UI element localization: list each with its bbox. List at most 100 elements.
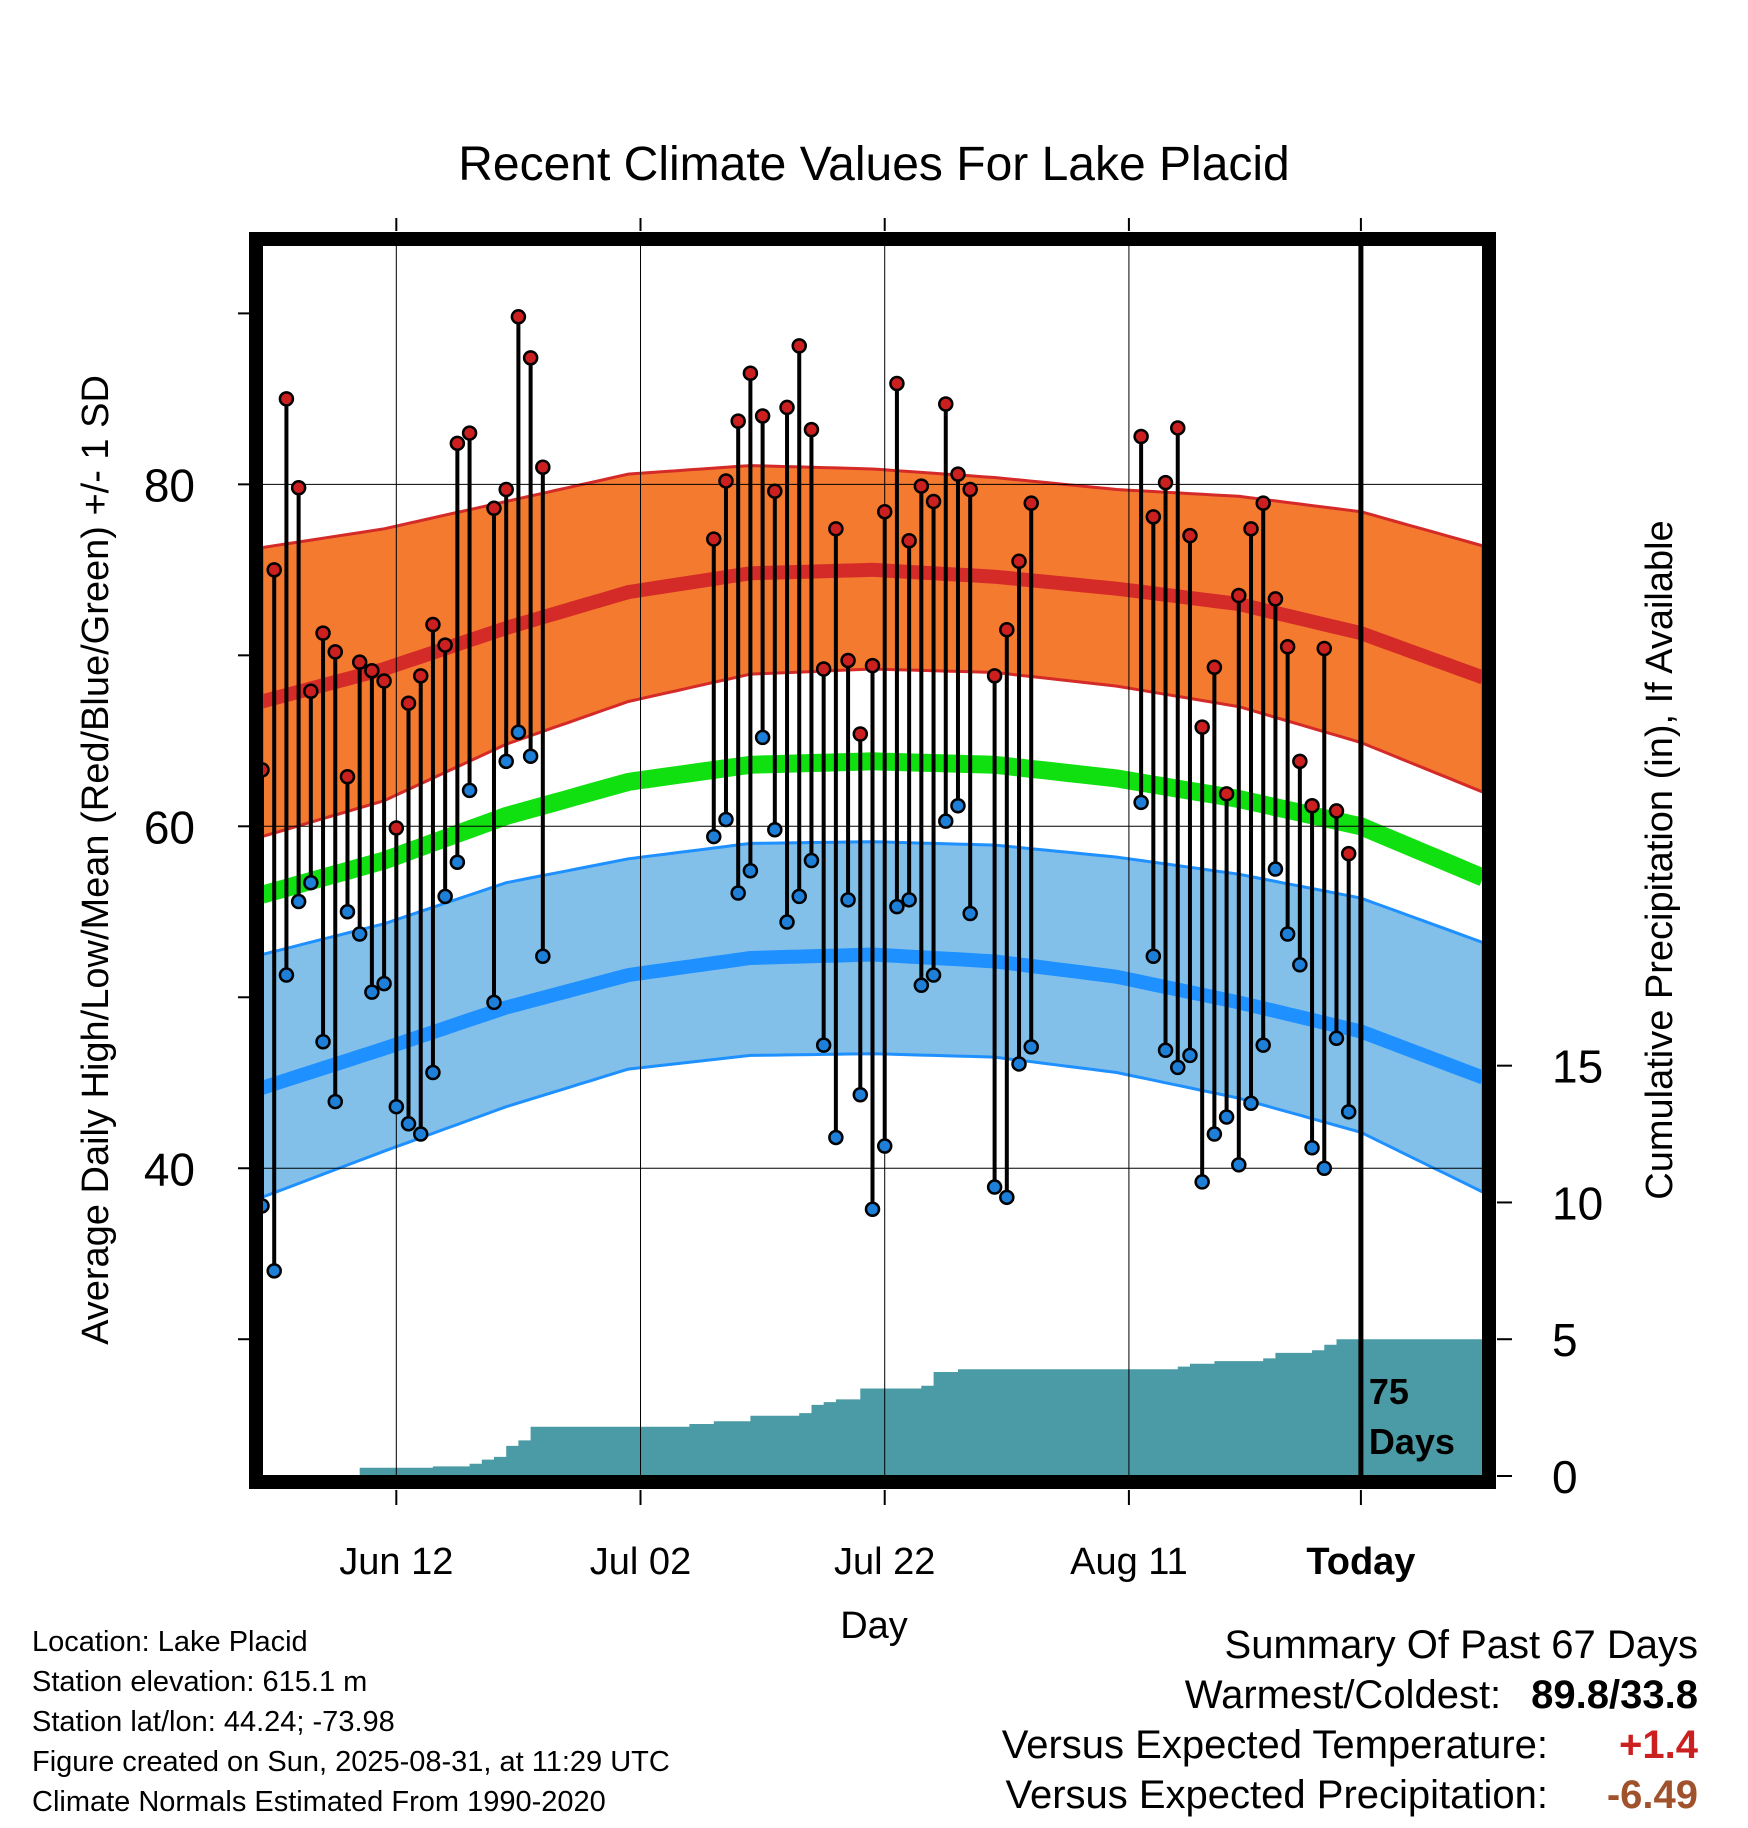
low-temp-point	[791, 888, 807, 905]
low-temp-point	[815, 1037, 832, 1053]
low-temp-point	[1328, 1030, 1345, 1047]
low-temp-point	[938, 813, 954, 829]
summary-heading: Summary Of Past 67 Days	[1224, 1623, 1698, 1667]
low-temp-point	[901, 892, 917, 908]
high-temp-point	[1206, 659, 1223, 676]
high-temp-point	[327, 644, 344, 660]
high-temp-point	[400, 695, 417, 711]
high-temp-point	[1194, 719, 1210, 735]
low-temp-point	[278, 967, 295, 983]
high-temp-point	[864, 657, 881, 674]
low-temp-point	[986, 1179, 1003, 1195]
high-temp-point	[938, 396, 954, 412]
low-temp-point	[779, 914, 795, 930]
low-temp-point	[876, 1138, 893, 1154]
high-temp-point	[1133, 428, 1149, 445]
y-tick-label-right: 15	[1552, 1041, 1603, 1093]
high-temp-point	[840, 652, 856, 669]
low-temp-point	[425, 1064, 441, 1081]
plot-area	[262, 245, 1483, 1476]
high-temp-point	[425, 616, 441, 633]
warmest-label: Warmest/Coldest:	[1184, 1673, 1502, 1717]
low-temp-point	[864, 1201, 881, 1218]
high-temp-point	[278, 391, 295, 407]
low-temp-point	[327, 1093, 344, 1110]
high-temp-point	[828, 521, 844, 537]
low-temp-point	[803, 852, 820, 869]
low-temp-point	[388, 1098, 405, 1115]
low-temp-point	[522, 748, 539, 764]
elevation-text: Station elevation: 615.1 m	[32, 1666, 368, 1698]
low-temp-point	[706, 828, 722, 845]
low-temp-point	[913, 977, 930, 994]
low-temp-point	[290, 893, 307, 910]
low-temp-point	[950, 798, 966, 814]
location-text: Location: Lake Placid	[32, 1626, 308, 1658]
low-temp-point	[1157, 1042, 1174, 1059]
high-temp-point	[351, 654, 368, 670]
high-temp-point	[1011, 553, 1027, 570]
latlon-text: Station lat/lon: 44.24; -73.98	[32, 1706, 395, 1738]
x-tick-label: Jul 02	[590, 1541, 691, 1583]
summary-warmest-row: Warmest/Coldest: 89.8/33.8	[1002, 1670, 1698, 1720]
high-temp-point	[498, 481, 514, 498]
high-temp-point	[388, 820, 405, 836]
x-axis-label: Day	[840, 1605, 908, 1647]
y-tick-label-right: 0	[1552, 1451, 1578, 1503]
high-temp-point	[510, 309, 527, 325]
low-temp-point	[1218, 1109, 1235, 1125]
y-tick-label-left: 40	[144, 1143, 195, 1195]
low-temp-point	[1243, 1095, 1259, 1112]
high-temp-point	[815, 661, 832, 677]
low-temp-point	[1145, 948, 1162, 964]
low-temp-point	[754, 729, 771, 746]
high-temp-point	[803, 421, 820, 438]
high-temp-point	[852, 726, 869, 742]
y-axis-label-left: Average Daily High/Low/Mean (Red/Blue/Gr…	[75, 375, 117, 1345]
low-temp-point	[262, 1198, 270, 1214]
high-temp-point	[486, 500, 502, 517]
high-temp-point	[449, 435, 466, 452]
low-temp-point	[852, 1086, 869, 1103]
high-temp-point	[791, 338, 807, 354]
high-temp-point	[706, 531, 722, 547]
low-temp-point	[1011, 1056, 1027, 1072]
high-temp-point	[1023, 495, 1039, 511]
y-axis-label-right: Cumulative Precipitation (in), If Availa…	[1639, 520, 1681, 1199]
high-temp-point	[1267, 591, 1284, 607]
low-temp-point	[315, 1033, 331, 1050]
high-temp-point	[876, 503, 893, 520]
low-temp-point	[1194, 1174, 1210, 1190]
low-temp-point	[339, 904, 356, 920]
low-temp-point	[1170, 1059, 1186, 1076]
low-temp-point	[437, 888, 453, 905]
high-normal-line	[262, 562, 1483, 709]
low-temp-point	[510, 724, 527, 741]
low-temp-point	[730, 885, 746, 901]
low-temp-point	[364, 984, 380, 1000]
high-temp-point	[901, 533, 917, 549]
high-temp-point	[1243, 521, 1259, 537]
window-label: 75	[1369, 1371, 1409, 1412]
y-tick-label-left: 60	[144, 801, 195, 853]
high-temp-point	[1145, 509, 1162, 525]
high-temp-point	[437, 637, 453, 653]
high-temp-point	[1279, 639, 1296, 655]
low-temp-point	[889, 898, 905, 915]
low-temp-point	[828, 1129, 844, 1146]
low-temp-point	[1340, 1104, 1357, 1120]
high-temp-point	[913, 478, 930, 494]
high-temp-point	[535, 459, 551, 476]
low-temp-point	[412, 1126, 429, 1142]
high-temp-point	[889, 375, 905, 392]
low-temp-point	[1279, 926, 1296, 942]
x-tick-label: Today	[1306, 1541, 1415, 1583]
high-temp-point	[376, 673, 392, 689]
high-temp-point	[779, 399, 795, 416]
y-tick-label-right: 10	[1552, 1177, 1603, 1229]
high-temp-point	[1182, 527, 1198, 544]
high-temp-point	[730, 413, 746, 429]
low-temp-point	[376, 975, 392, 992]
high-temp-point	[1157, 474, 1174, 491]
low-temp-point	[351, 926, 368, 942]
